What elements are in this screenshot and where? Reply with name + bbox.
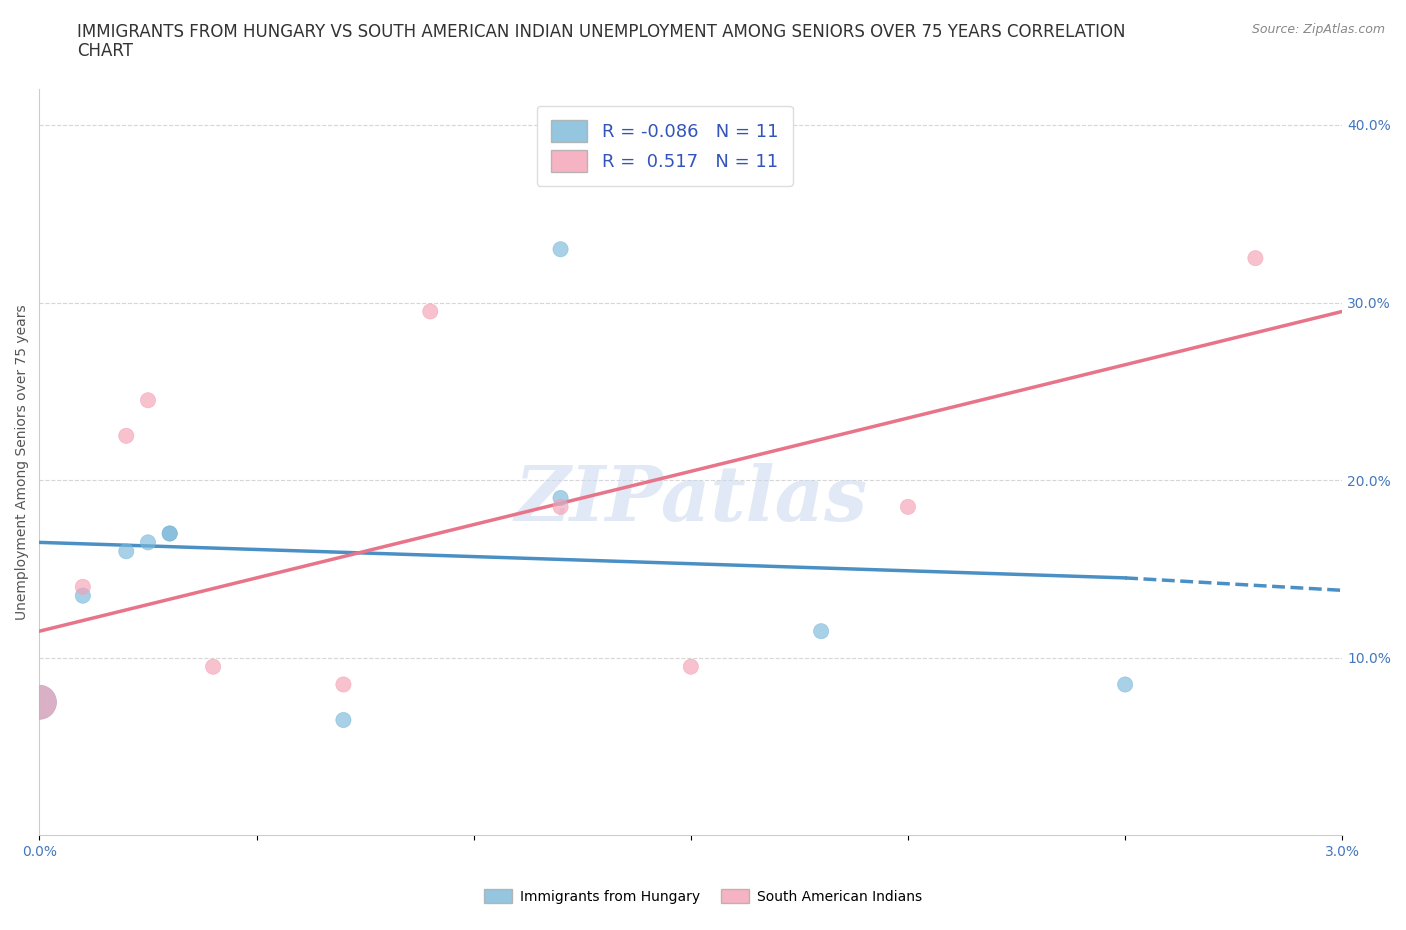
Point	[72, 589, 94, 604]
Text: CHART: CHART	[77, 42, 134, 60]
Point	[115, 429, 138, 444]
Y-axis label: Unemployment Among Seniors over 75 years: Unemployment Among Seniors over 75 years	[15, 305, 30, 620]
Text: IMMIGRANTS FROM HUNGARY VS SOUTH AMERICAN INDIAN UNEMPLOYMENT AMONG SENIORS OVER: IMMIGRANTS FROM HUNGARY VS SOUTH AMERICA…	[77, 23, 1126, 41]
Point	[115, 544, 138, 559]
Text: Source: ZipAtlas.com: Source: ZipAtlas.com	[1251, 23, 1385, 36]
Text: ZIPatlas: ZIPatlas	[515, 463, 868, 537]
Point	[136, 535, 159, 550]
Point	[159, 526, 181, 541]
Point	[550, 242, 572, 257]
Point	[332, 677, 354, 692]
Point	[897, 499, 920, 514]
Point	[136, 392, 159, 407]
Point	[679, 659, 702, 674]
Point	[28, 695, 51, 710]
Point	[550, 490, 572, 505]
Point	[159, 526, 181, 541]
Point	[202, 659, 225, 674]
Point	[72, 579, 94, 594]
Point	[419, 304, 441, 319]
Point	[550, 499, 572, 514]
Point	[1244, 251, 1267, 266]
Point	[28, 695, 51, 710]
Point	[810, 624, 832, 639]
Point	[332, 712, 354, 727]
Legend: Immigrants from Hungary, South American Indians: Immigrants from Hungary, South American …	[478, 884, 928, 910]
Point	[1114, 677, 1136, 692]
Legend: R = -0.086   N = 11, R =  0.517   N = 11: R = -0.086 N = 11, R = 0.517 N = 11	[537, 106, 793, 186]
